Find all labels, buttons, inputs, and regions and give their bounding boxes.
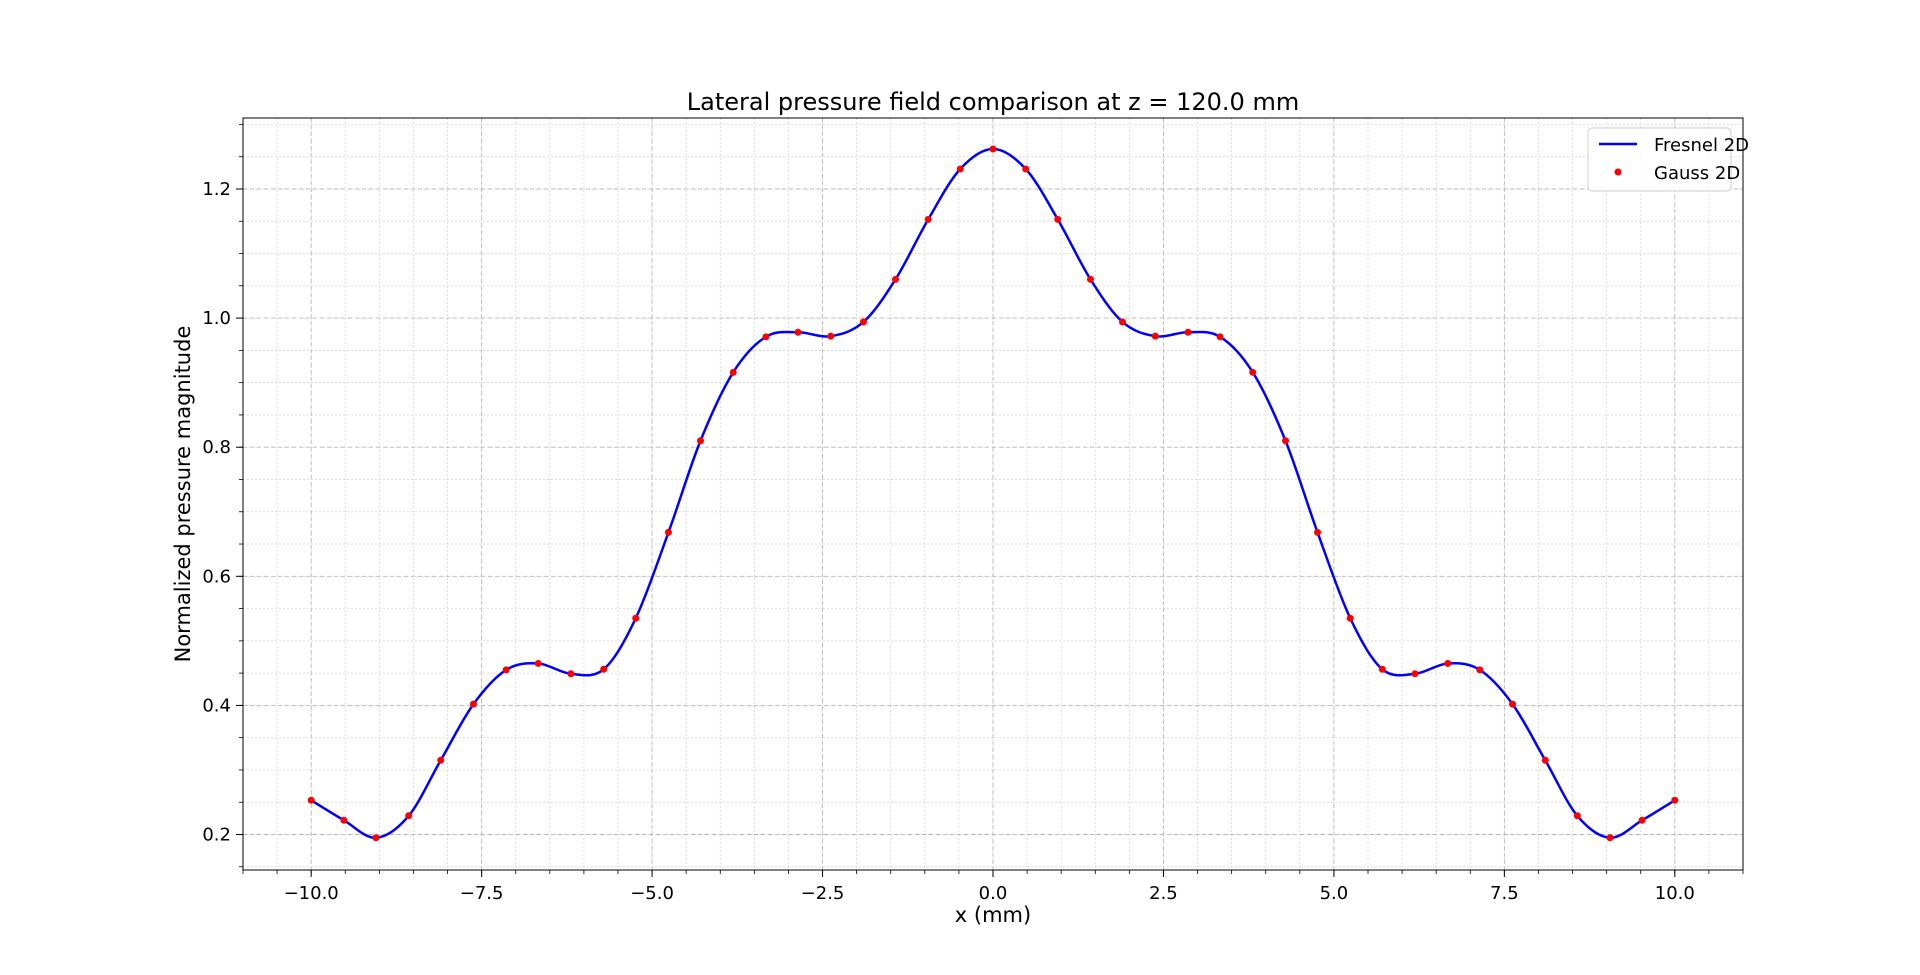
- series-point-gauss: [340, 816, 348, 824]
- series-point-gauss: [437, 756, 445, 764]
- y-tick-label: 0.4: [202, 695, 231, 716]
- series-point-gauss: [1282, 437, 1289, 445]
- series-point-gauss: [1151, 332, 1159, 340]
- series-point-gauss: [1249, 368, 1257, 376]
- series-point-gauss: [1314, 528, 1322, 536]
- series-point-gauss: [956, 165, 964, 173]
- series-point-gauss: [762, 333, 770, 341]
- series-point-gauss: [1087, 275, 1094, 283]
- series-point-gauss: [502, 666, 510, 674]
- series-point-gauss: [1184, 328, 1192, 336]
- y-tick-label: 1.0: [202, 308, 231, 329]
- series-point-gauss: [989, 145, 997, 153]
- chart-title: Lateral pressure field comparison at z =…: [687, 88, 1299, 116]
- series-point-gauss: [1346, 614, 1354, 622]
- series-point-gauss: [924, 215, 932, 223]
- series-point-gauss: [469, 700, 477, 708]
- series-point-gauss: [1476, 666, 1484, 674]
- x-tick-label: 2.5: [1149, 883, 1178, 904]
- series-point-gauss: [567, 670, 575, 678]
- series-point-gauss: [1671, 796, 1679, 804]
- series-point-gauss: [1378, 665, 1386, 673]
- series-point-gauss: [859, 318, 867, 326]
- x-tick-label: 5.0: [1320, 883, 1349, 904]
- y-tick-label: 0.8: [202, 437, 231, 458]
- series-point-gauss: [1022, 165, 1030, 173]
- x-tick-label: 10.0: [1655, 883, 1695, 904]
- legend: Fresnel 2D Gauss 2D: [1587, 127, 1749, 192]
- series-point-gauss: [1606, 834, 1614, 842]
- series-point-gauss: [405, 812, 413, 820]
- series-point-gauss: [534, 659, 542, 667]
- series-point-gauss: [1054, 215, 1062, 223]
- x-tick-label: −10.0: [284, 883, 339, 904]
- y-tick-label: 0.6: [202, 566, 231, 587]
- x-tick-label: 0.0: [979, 883, 1008, 904]
- series-point-gauss: [1216, 333, 1224, 341]
- series-point-gauss: [1119, 318, 1127, 326]
- series-point-gauss: [664, 528, 672, 536]
- y-tick-label: 1.2: [202, 179, 231, 200]
- x-tick-label: 7.5: [1490, 883, 1519, 904]
- x-axis-label: x (mm): [955, 903, 1031, 927]
- y-tick-label: 0.2: [202, 824, 231, 845]
- series-point-gauss: [1411, 670, 1419, 678]
- series-point-gauss: [1541, 756, 1549, 764]
- ticks-layer: −10.0 −7.5 −5.0 −2.5 0.0 2.5 5.0 7.5 10.0 0.2 0.4 0…: [202, 124, 1744, 904]
- series-point-gauss: [1638, 816, 1646, 824]
- grid-layer: [242, 118, 1744, 870]
- y-axis-label: Normalized pressure magnitude: [171, 326, 195, 663]
- series-point-gauss: [892, 275, 899, 283]
- series-point-gauss: [794, 328, 802, 336]
- series-point-gauss: [697, 437, 704, 445]
- legend-label-gauss: Gauss 2D: [1654, 163, 1740, 184]
- series-point-gauss: [600, 665, 608, 673]
- series-point-gauss: [372, 834, 380, 842]
- x-tick-label: −7.5: [460, 883, 504, 904]
- series-point-gauss: [1573, 812, 1581, 820]
- x-tick-label: −2.5: [801, 883, 845, 904]
- series-point-gauss: [827, 332, 835, 340]
- legend-label-fresnel: Fresnel 2D: [1654, 135, 1749, 156]
- x-tick-label: −5.0: [630, 883, 674, 904]
- legend-marker-swatch: [1614, 168, 1622, 176]
- series-point-gauss: [632, 614, 640, 622]
- series-point-gauss: [729, 368, 737, 376]
- series-point-gauss: [1444, 659, 1452, 667]
- series-point-gauss: [1509, 700, 1517, 708]
- series-layer: [307, 145, 1679, 842]
- series-point-gauss: [307, 796, 315, 804]
